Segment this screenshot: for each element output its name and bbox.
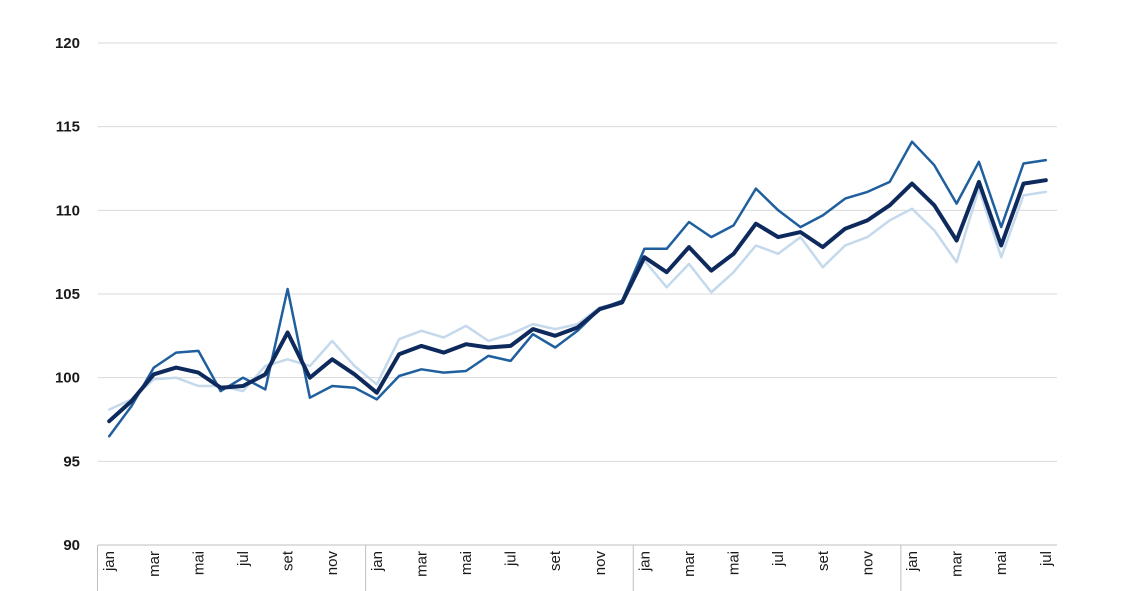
x-tick-label: jan [369, 551, 386, 572]
y-tick-label: 100 [55, 370, 80, 387]
series-line-3 [107, 178, 1048, 424]
y-tick-label: 95 [63, 453, 80, 470]
x-tick-label: jan [636, 551, 653, 572]
y-tick-label: 110 [56, 202, 80, 219]
y-tick-label: 90 [63, 537, 80, 554]
x-tick-label: jan [101, 551, 118, 572]
x-tick-label: mar [681, 551, 698, 577]
x-tick-label: mar [949, 551, 966, 577]
x-axis: jan mar mai jul set nov jan mar mai jul set nov jan m… [97, 544, 1057, 591]
x-tick-label: nov [324, 551, 341, 576]
x-tick-label: jul [503, 551, 520, 567]
series-lines [107, 140, 1048, 438]
x-tick-label: mai [458, 551, 475, 575]
x-tick-label: set [280, 550, 297, 571]
x-tick-label: nov [592, 551, 609, 576]
x-tick-label: jul [770, 551, 787, 567]
x-tick-label: jul [1038, 551, 1055, 567]
x-tick-label: mai [993, 551, 1010, 575]
x-tick-label: nov [859, 551, 876, 576]
x-tick-label: jul [235, 551, 252, 567]
x-tick-label: mar [146, 551, 163, 577]
x-tick-label: mai [190, 551, 207, 575]
x-tick-label: set [815, 550, 832, 571]
x-tick-label: mai [726, 551, 743, 575]
y-tick-label: 105 [55, 286, 80, 303]
y-tick-label: 115 [56, 119, 80, 136]
series-line-1 [107, 187, 1048, 411]
x-tick-label: jan [904, 551, 921, 572]
x-tick-label: set [547, 550, 564, 571]
y-tick-label: 120 [55, 35, 80, 52]
x-tick-label: mar [413, 551, 430, 577]
grid-lines [98, 42, 1057, 462]
y-axis-ticks: 90 95 100 105 110 115 120 [55, 35, 80, 554]
series-line-2 [107, 140, 1048, 438]
